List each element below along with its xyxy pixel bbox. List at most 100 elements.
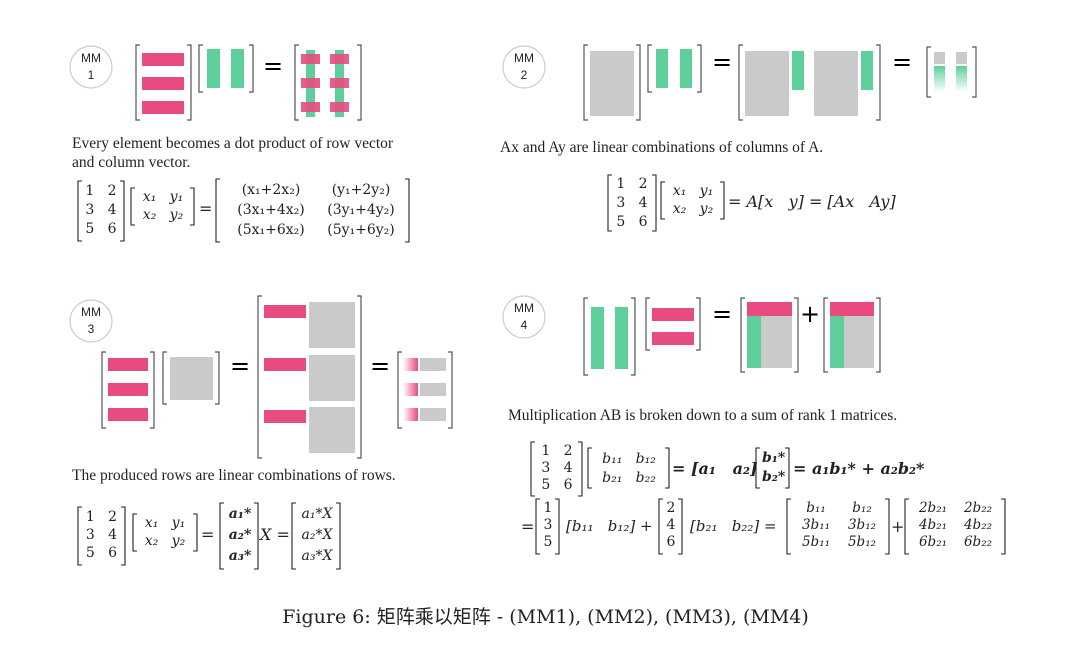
mm3-matrix-b bbox=[162, 351, 220, 405]
mm1-desc-line1: Every element becomes a dot product of r… bbox=[72, 135, 394, 152]
mm3-x-cell: x₂ bbox=[144, 533, 159, 549]
mm2-a-cell: 5 bbox=[616, 214, 626, 230]
mm2-matrix-a bbox=[583, 44, 641, 121]
mm4-badge bbox=[502, 295, 546, 339]
mm4-plus: + bbox=[800, 300, 820, 328]
mm4-m1-cell: 5b₁₁ bbox=[801, 534, 831, 550]
mm2-badge bbox=[502, 45, 546, 89]
mm1-badge-top: MM bbox=[81, 51, 101, 65]
mm4-a-cell: 5 bbox=[541, 477, 551, 493]
mm2-x-cell: y₁ bbox=[699, 183, 714, 199]
mm2-badge-top: MM bbox=[514, 51, 534, 65]
mm4-c2-cell: 6 bbox=[666, 534, 676, 550]
mm2-matrix-b bbox=[647, 44, 702, 93]
mm3-equals-2: = bbox=[370, 352, 390, 380]
mm4-line2-plus: + bbox=[891, 517, 905, 536]
mm4-m1-cell: b₁₂ bbox=[852, 500, 872, 516]
mm1-a-cell: 5 bbox=[85, 221, 95, 237]
mm4-diagram: MM 4 = + bbox=[502, 295, 881, 376]
mm1-description: Every element becomes a dot product of r… bbox=[72, 134, 393, 172]
mm1-r-cell: (3x₁+4x₂) bbox=[237, 202, 305, 218]
mm4-b-cell: b₂₁ bbox=[602, 470, 623, 486]
mm1-badge bbox=[69, 45, 113, 89]
mm4-line2-m2: 2b₂₁ 2b₂₂ 4b₂₁ 4b₂₂ 6b₂₁ 6b₂₂ bbox=[910, 500, 1000, 551]
mm4-line1-rows: b₁* b₂* bbox=[762, 449, 786, 487]
mm2-eq-a: 1 2 3 4 5 6 bbox=[614, 175, 650, 232]
mm4-m1-cell: b₁₁ bbox=[806, 500, 826, 516]
mm3-eq-result: a₁*X a₂*X a₃*X bbox=[298, 504, 336, 567]
mm3-a-cell: 1 bbox=[85, 509, 95, 525]
mm4-badge-top: MM bbox=[514, 301, 534, 315]
mm1-a-row1 bbox=[142, 53, 184, 66]
mm4-a-cell: 4 bbox=[563, 460, 573, 476]
mm2-a-cell: 1 bbox=[616, 176, 626, 192]
mm4-m2-cell: 2b₂₁ bbox=[918, 500, 948, 516]
mm3-row-3: a₃* bbox=[228, 548, 252, 564]
mm3-row-1: a₁* bbox=[228, 506, 252, 522]
mm4-a-cell: 6 bbox=[563, 477, 573, 493]
mm3-badge-num: 3 bbox=[88, 322, 95, 336]
mm1-r-cell: (x₁+2x₂) bbox=[241, 182, 301, 198]
mm3-eq-equals: = bbox=[201, 525, 215, 544]
figure-caption: Figure 6: 矩阵乘以矩阵 - (MM1), (MM2), (MM3), … bbox=[282, 606, 809, 628]
mm4-b-cell: b₂₂ bbox=[635, 470, 656, 486]
mm4-line2-c2: 2 4 6 bbox=[664, 500, 678, 551]
mm1-a-cell: 2 bbox=[107, 183, 117, 199]
mm1-eq-x: x₁ y₁ x₂ y₂ bbox=[136, 188, 190, 224]
mm1-r-cell: (3y₁+4y₂) bbox=[327, 202, 395, 218]
mm4-c1-cell: 5 bbox=[543, 534, 553, 550]
mm4-matrix-a bbox=[583, 297, 636, 376]
mm4-m1-cell: 5b₁₂ bbox=[847, 534, 877, 550]
mm2-x-cell: x₁ bbox=[672, 183, 687, 199]
mm1-a-row3 bbox=[142, 101, 184, 114]
mm4-m1-cell: 3b₁₁ bbox=[801, 517, 831, 533]
mm3-badge bbox=[69, 299, 113, 343]
mm3-x-cell: y₂ bbox=[171, 533, 186, 549]
mm2-a-cell: 2 bbox=[638, 176, 648, 192]
mm3-eq-x: x₁ y₁ x₂ y₂ bbox=[138, 514, 192, 550]
mm1-eq-result: (x₁+2x₂) (y₁+2y₂) (3x₁+4x₂) (3y₁+4y₂) (5x₁… bbox=[222, 180, 402, 240]
mm3-badge-top: MM bbox=[81, 305, 101, 319]
mm2-expanded bbox=[738, 44, 881, 121]
mm3-eq-rows: a₁* a₂* a₃* bbox=[226, 504, 254, 567]
equation-brackets bbox=[77, 174, 1006, 570]
mm2-description: Ax and Ay are linear combinations of col… bbox=[500, 139, 824, 156]
mm1-a-cell: 4 bbox=[107, 202, 117, 218]
mm4-m2-cell: 4b₂₁ bbox=[918, 517, 948, 533]
mm1-b-col1 bbox=[207, 49, 220, 88]
mm4-rank1-2 bbox=[823, 297, 881, 373]
mm4-line2-start: = bbox=[521, 517, 535, 536]
mm1-x-cell: y₂ bbox=[169, 207, 184, 223]
mm4-line1-mid: = [a₁ a₂] bbox=[672, 459, 758, 478]
mm4-line1-a: 1 2 3 4 5 6 bbox=[537, 443, 577, 494]
mm1-x-cell: y₁ bbox=[169, 189, 184, 205]
mm4-c1-cell: 3 bbox=[543, 517, 553, 533]
mm1-x-cell: x₁ bbox=[142, 189, 157, 205]
mm4-row-b1: b₁* bbox=[762, 450, 786, 466]
mm2-x-cell: x₂ bbox=[672, 201, 687, 217]
mm1-desc-line2: and column vector. bbox=[72, 154, 191, 171]
mm3-res-2: a₂*X bbox=[301, 527, 333, 543]
mm1-a-cell: 6 bbox=[107, 221, 117, 237]
mm4-matrix-b bbox=[645, 297, 701, 351]
mm1-eq-a: 1 2 3 4 5 6 bbox=[84, 182, 118, 239]
mm4-line1-end: = a₁b₁* + a₂b₂* bbox=[793, 459, 925, 478]
mm4-line2-r1: [b₁₁ b₁₂] + bbox=[566, 517, 653, 535]
mm4-m2-cell: 4b₂₂ bbox=[963, 517, 993, 533]
mm3-equals-1: = bbox=[230, 352, 250, 380]
mm4-line2-m1: b₁₁ b₁₂ 3b₁₁ 3b₁₂ 5b₁₁ 5b₁₂ bbox=[792, 500, 884, 551]
mm2-a-cell: 3 bbox=[616, 195, 626, 211]
mm4-rank1-1 bbox=[740, 297, 799, 373]
mm4-a-cell: 3 bbox=[541, 460, 551, 476]
mm4-description: Multiplication AB is broken down to a su… bbox=[508, 407, 898, 424]
mm4-m2-cell: 6b₂₁ bbox=[918, 534, 948, 550]
mm1-b-col2 bbox=[231, 49, 244, 88]
mm2-equals-2: = bbox=[892, 48, 912, 76]
mm1-matrix-a bbox=[135, 44, 192, 121]
mm2-badge-num: 2 bbox=[521, 68, 528, 82]
mm4-equals: = bbox=[712, 300, 732, 328]
mm4-a-cell: 2 bbox=[563, 443, 573, 459]
mm3-expanded bbox=[257, 295, 362, 459]
mm3-res-3: a₃*X bbox=[301, 548, 333, 564]
